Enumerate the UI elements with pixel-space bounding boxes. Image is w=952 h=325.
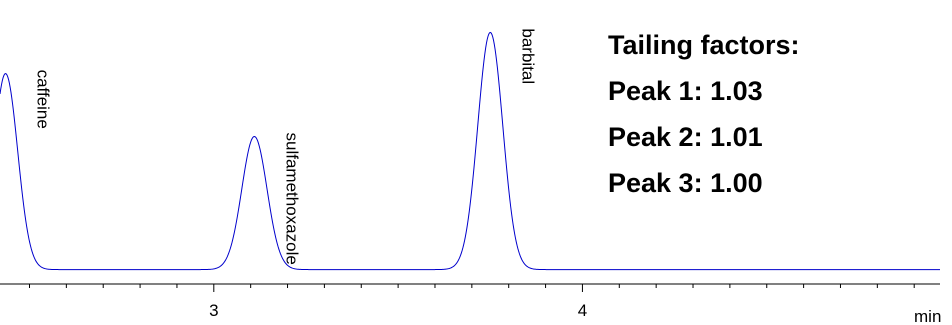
annotation-heading: Tailing factors:	[608, 30, 800, 60]
chromatogram-line	[0, 31, 940, 271]
peak-label-caffeine: caffeine	[34, 70, 53, 129]
peak-label-sulfamethoxazole: sulfamethoxazole	[282, 133, 301, 265]
chromatogram-trace	[0, 31, 940, 271]
annotation-peak-1: Peak 1: 1.03	[608, 76, 763, 106]
annotation-peak-3: Peak 3: 1.00	[608, 168, 763, 198]
peak-labels: caffeine sulfamethoxazole barbital	[34, 28, 538, 264]
x-tick-label-3: 3	[209, 301, 218, 320]
peak-label-barbital: barbital	[518, 28, 537, 84]
x-axis: 3 4 min	[0, 283, 941, 325]
annotation-peak-2: Peak 2: 1.01	[608, 122, 763, 152]
x-tick-label-4: 4	[578, 301, 587, 320]
x-axis-unit-label: min	[914, 307, 941, 325]
tailing-factors-annotation: Tailing factors: Peak 1: 1.03 Peak 2: 1.…	[608, 22, 800, 206]
